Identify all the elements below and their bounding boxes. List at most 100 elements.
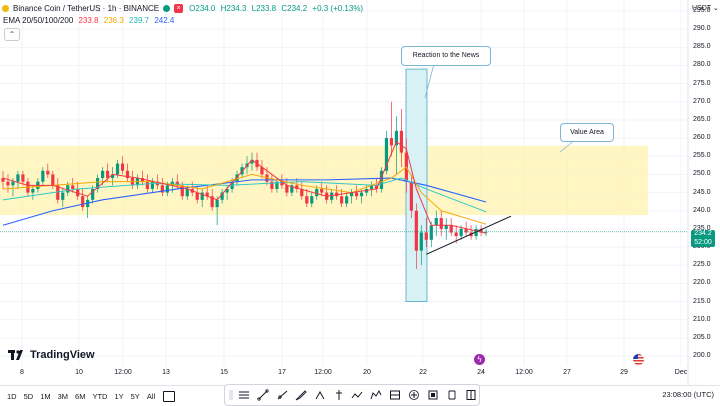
candle-body [434,218,438,226]
text-icon[interactable] [406,387,422,403]
candle-body [71,185,75,189]
ray-icon[interactable] [274,387,290,403]
candle-body [115,163,120,175]
candle-body [275,181,279,189]
utc-clock[interactable]: 23:08:00 (UTC) [662,390,714,399]
toolbar-drag-handle[interactable] [229,390,233,400]
candle-body [444,225,448,229]
timeframe-1y[interactable]: 1Y [114,391,124,401]
candle-body [315,188,319,197]
chevron-up-icon[interactable]: ⌃ [4,28,20,41]
candle-body [1,178,5,182]
price-tick: 210.0 [693,315,711,323]
fib-icon[interactable] [425,387,441,403]
candle-body [200,192,204,200]
pitchfork-icon[interactable] [331,387,347,403]
candle-body [310,196,314,204]
ema-legend[interactable]: EMA 20/50/100/200 233.8 236.3 239.7 242.… [3,16,177,25]
candle-body [41,170,45,182]
menu-icon[interactable] [236,387,252,403]
candle-body [220,192,224,200]
candle-body [96,178,100,189]
tradingview-wordmark: TradingView [30,349,95,361]
candle-body [215,199,219,208]
time-tick: 17 [278,369,286,376]
candle-body [394,130,399,146]
candle-body [250,159,254,164]
candle-body [150,181,154,189]
time-tick: 13 [162,369,170,376]
ema200-value: 242.4 [154,16,175,25]
ema20-line [2,140,487,234]
candle-body [31,188,35,193]
time-tick: 12:00 [114,369,132,376]
candle-body [81,196,85,208]
trend-line-icon[interactable] [255,387,271,403]
news-callout[interactable]: Reaction to the News [401,46,491,66]
price-tick: 280.0 [693,61,711,69]
time-tick: 10 [75,369,83,376]
time-tick: Dec [674,369,688,376]
timeframe-3m[interactable]: 3M [57,391,69,401]
change-value: +0.3 (+0.13%) [312,3,364,13]
candle-body [140,178,145,182]
candle-body [185,188,189,197]
timeframe-ytd[interactable]: YTD [92,391,108,401]
brush-icon[interactable] [293,387,309,403]
candle-body [195,192,199,200]
candle-body [21,174,25,182]
candle-body [429,225,433,240]
low-value: L233.8 [251,3,277,13]
measure-icon[interactable] [350,387,366,403]
timeframe-5y[interactable]: 5Y [130,391,140,401]
candle-body [474,228,478,237]
candle-body [384,138,389,171]
timeframe-all[interactable]: All [146,391,156,401]
candle-body [280,181,284,186]
candle-body [454,232,458,237]
tradingview-logo: TradingView [8,349,95,361]
candle-body [330,192,334,200]
timeframe-1m[interactable]: 1M [40,391,51,401]
candle-body [389,138,394,146]
candle-body [160,185,164,193]
timeframe-1d[interactable]: 1D [7,391,17,401]
timeframe-5d[interactable]: 5D [23,391,34,401]
close-icon[interactable]: × [174,3,184,13]
us-flag-icon[interactable] [633,354,644,365]
rectangle-icon[interactable] [368,387,384,403]
candle-body [175,181,179,186]
price-tick: 290.0 [693,25,711,33]
time-tick: 22 [419,369,427,376]
time-tick: 12:00 [314,369,332,376]
price-tick: 200.0 [693,352,711,359]
lightning-event-icon[interactable]: ϟ [474,354,485,365]
horizontal-line-icon[interactable] [312,387,328,403]
status-dot-icon [163,4,171,12]
time-tick: 15 [220,369,228,376]
candle-body [399,130,403,153]
price-tick: 220.0 [693,279,711,287]
candle-body [105,170,110,179]
candle-body [210,196,214,208]
candle-body [340,196,344,204]
ema100-line [2,177,487,213]
long-position-icon[interactable] [387,387,403,403]
close-value: C234.2 [281,3,308,13]
candle-body [260,167,264,175]
bar-pattern-icon[interactable] [444,387,460,403]
candle-body [300,188,304,197]
high-value: H234.3 [220,3,247,13]
candle-body [345,196,349,204]
cursor-cross-icon[interactable] [463,387,479,403]
value-area-callout[interactable]: Value Area [560,123,614,142]
date-range-icon[interactable] [163,390,176,402]
candle-body [16,174,20,182]
symbol-title[interactable]: Binance Coin / TetherUS · 1h · BINANCE [13,3,160,13]
candle-body [424,232,428,240]
support-trendline[interactable] [426,215,512,255]
timeframe-6m[interactable]: 6M [75,391,86,401]
currency-selector[interactable]: USDT ⌄ [692,5,719,12]
candle-body [66,185,70,193]
